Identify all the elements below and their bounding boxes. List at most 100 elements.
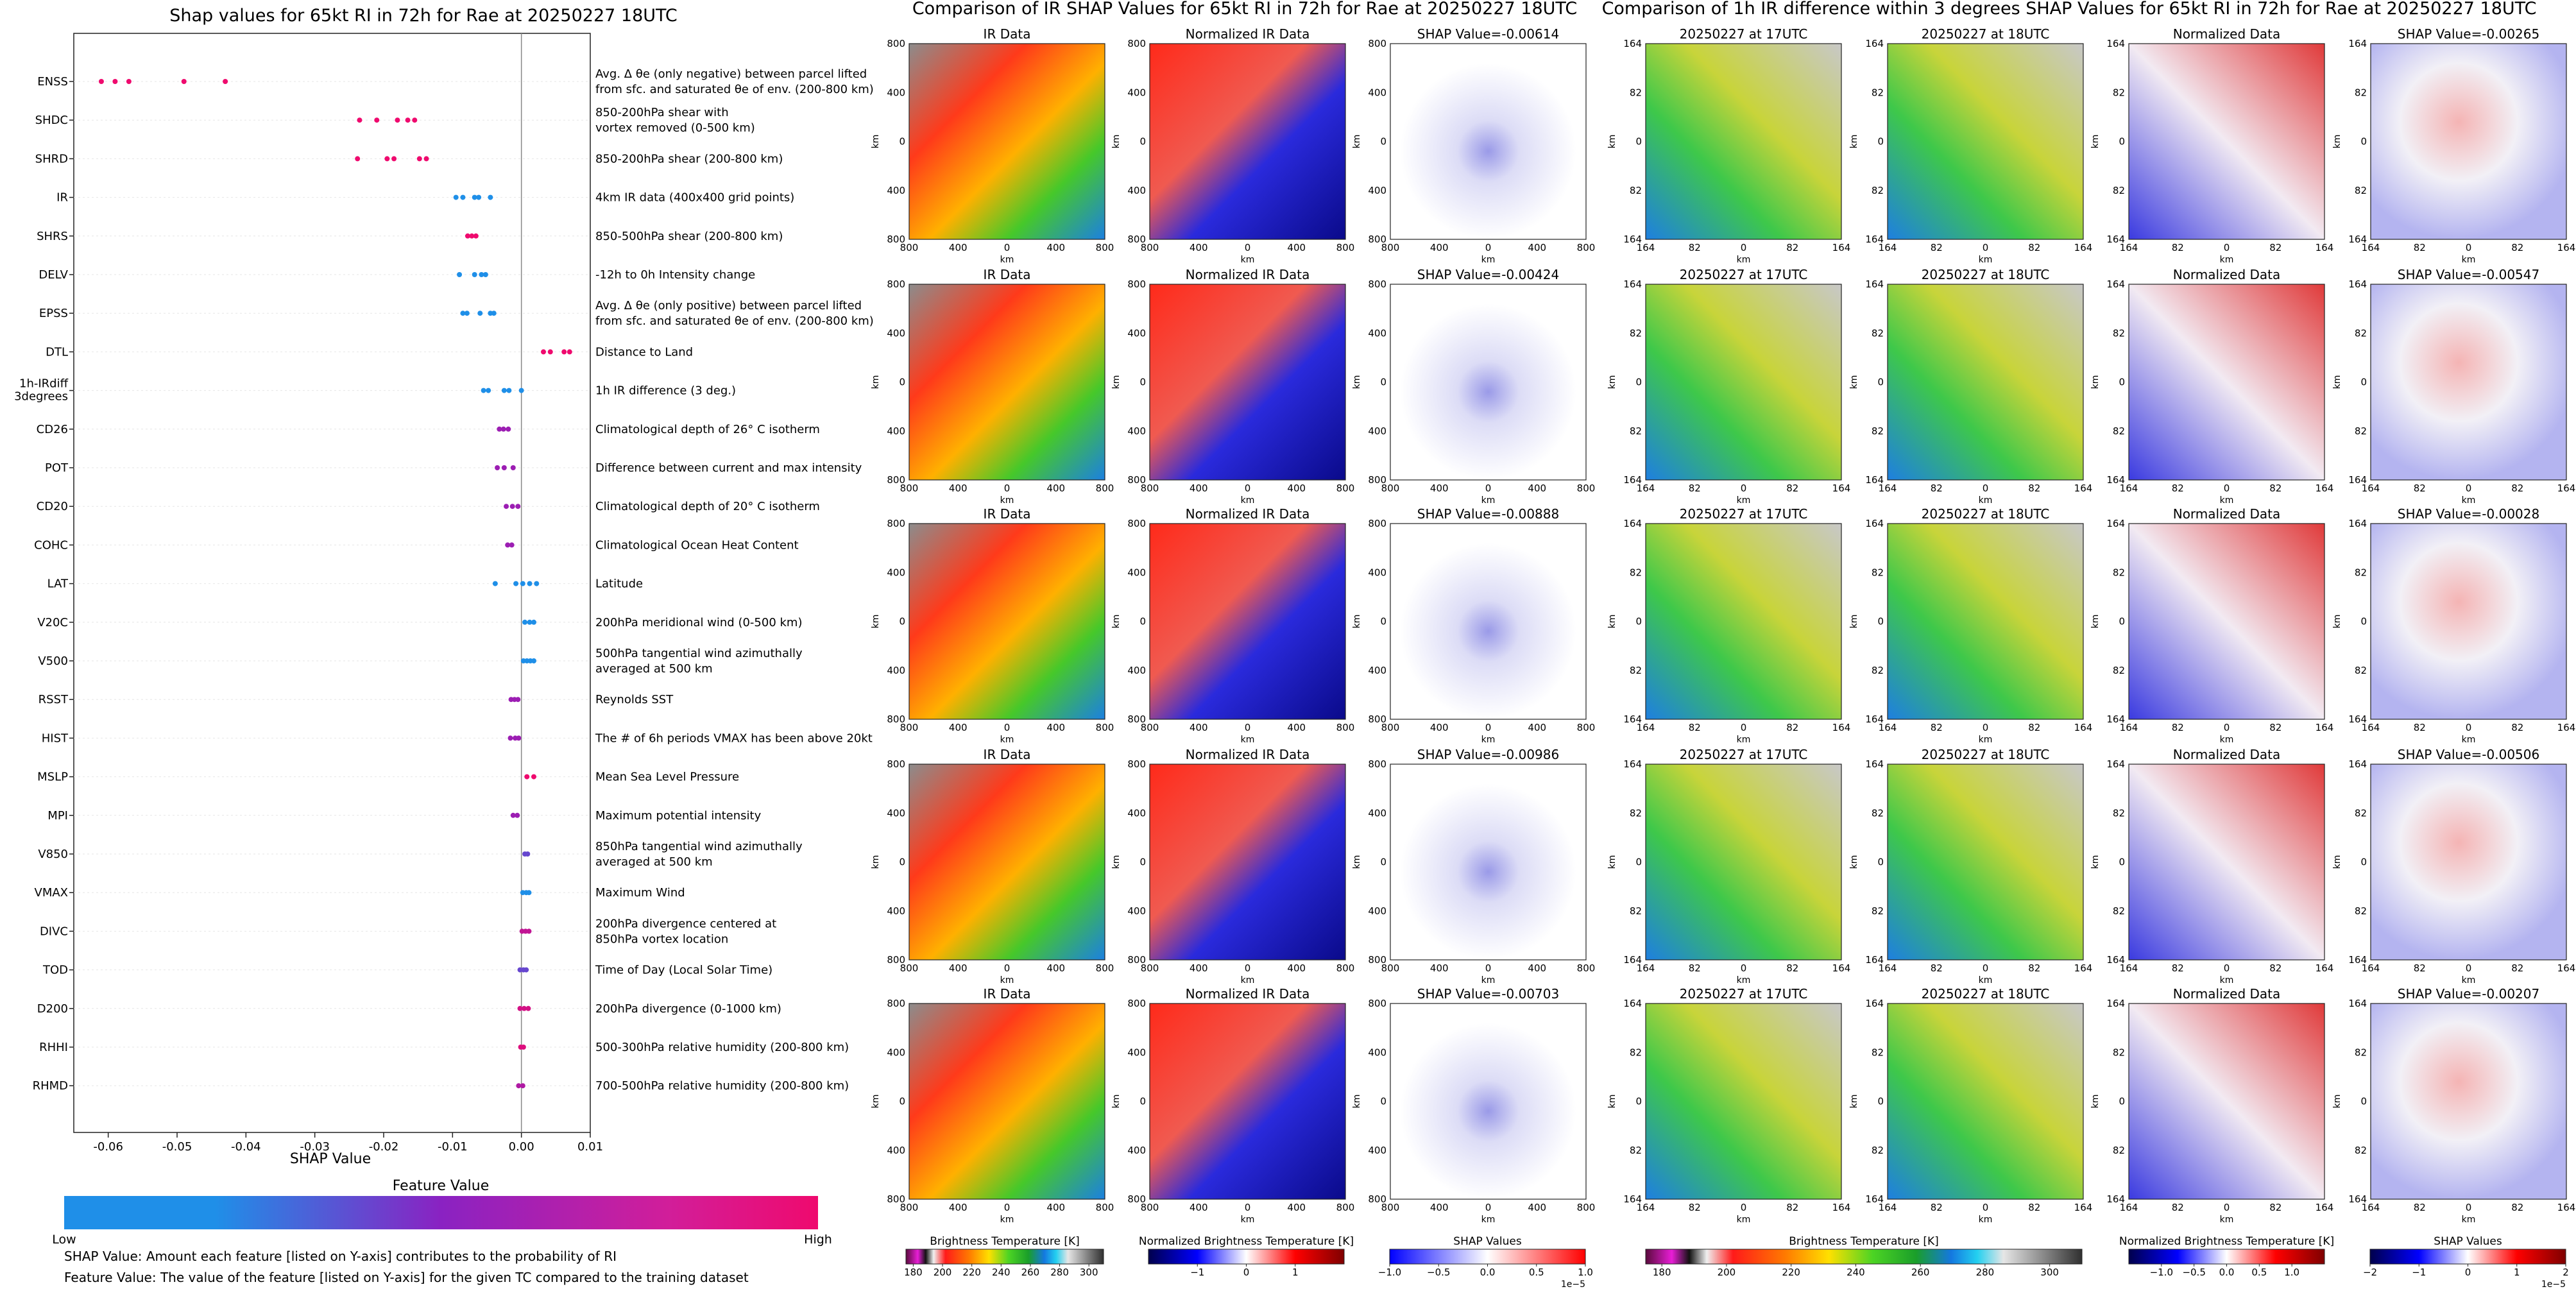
panel-x-tick-label: 400 bbox=[1287, 722, 1306, 733]
panel-title: Normalized IR Data bbox=[1186, 26, 1310, 42]
panel-frame bbox=[1645, 1003, 1842, 1200]
panel-x-axis-label: km bbox=[2462, 975, 2476, 986]
feature-label: 3degrees bbox=[14, 390, 68, 404]
panel-y-tick-label: 400 bbox=[887, 327, 905, 339]
panel-frame bbox=[908, 43, 1105, 240]
heatmap-panel: Normalized Data1641648282008282164164kmk… bbox=[2090, 26, 2333, 265]
panel-x-tick-label: 164 bbox=[2316, 242, 2334, 253]
panel-x-tick-label: 82 bbox=[2172, 962, 2184, 974]
panel-x-tick-label: 800 bbox=[1381, 962, 1400, 974]
panel-x-tick-label: 800 bbox=[1141, 1202, 1159, 1213]
shap-point bbox=[527, 619, 533, 625]
panel-x-tick-label: 400 bbox=[1287, 242, 1306, 253]
heatmap-panel: SHAP Value=-0.00888800800400400004004008… bbox=[1352, 506, 1595, 745]
panel-frame bbox=[1887, 1003, 2084, 1200]
panel-x-tick-label: 0 bbox=[2224, 482, 2230, 494]
panel-x-tick-label: 164 bbox=[2362, 242, 2380, 253]
panel-y-tick-label: 164 bbox=[2348, 998, 2367, 1009]
shap-point bbox=[501, 388, 507, 393]
feature-description: 700-500hPa relative humidity (200-800 km… bbox=[595, 1079, 849, 1093]
panel-y-axis-label: km bbox=[2332, 1095, 2342, 1109]
panel-y-tick-label: 164 bbox=[1623, 518, 1642, 529]
panel-x-tick-label: 400 bbox=[1430, 722, 1449, 733]
panel-image bbox=[2129, 1003, 2324, 1199]
heatmap-panel: Normalized Data1641648282008282164164kmk… bbox=[2090, 986, 2333, 1225]
panel-x-tick-label: 800 bbox=[900, 722, 919, 733]
feature-description: Difference between current and max inten… bbox=[595, 461, 862, 475]
panel-y-tick-label: 0 bbox=[1139, 136, 1146, 148]
panel-colorbars: Brightness Temperature [K]180 200 220 240 26… bbox=[904, 1235, 2569, 1289]
panel-y-tick-label: 400 bbox=[887, 665, 905, 676]
panel-x-tick-label: 800 bbox=[1336, 722, 1355, 733]
shap-point bbox=[547, 349, 553, 355]
panel-title: 20250227 at 18UTC bbox=[1922, 26, 2050, 42]
colorbar-label: Brightness Temperature [K] bbox=[1789, 1235, 1938, 1248]
shap-point bbox=[405, 117, 411, 123]
panel-x-tick-label: 164 bbox=[1637, 242, 1655, 253]
shap-point bbox=[457, 272, 463, 277]
panel-x-tick-label: 800 bbox=[1096, 962, 1114, 974]
panel-title: SHAP Value=-0.00506 bbox=[2398, 747, 2539, 762]
panel-x-tick-label: 0 bbox=[1741, 482, 1747, 494]
panel-x-tick-label: 800 bbox=[1577, 242, 1596, 253]
panel-y-tick-label: 82 bbox=[1630, 567, 1642, 578]
panel-x-tick-label: 164 bbox=[2316, 722, 2334, 733]
panel-y-tick-label: 164 bbox=[1623, 474, 1642, 486]
colorbar-tick-label: −1 bbox=[2412, 1267, 2426, 1278]
feature-description: 850-200hPa shear (200-800 km) bbox=[595, 152, 783, 166]
panel-image bbox=[1390, 524, 1586, 719]
panel-y-tick-label: 800 bbox=[887, 998, 905, 1009]
panel-frame bbox=[2128, 43, 2325, 240]
panel-x-tick-label: 164 bbox=[1637, 482, 1655, 494]
panel-y-tick-label: 0 bbox=[1380, 136, 1386, 148]
feature-description: 1h IR difference (3 deg.) bbox=[595, 384, 736, 398]
panel-x-tick-label: 800 bbox=[1336, 962, 1355, 974]
feature-label: VMAX bbox=[35, 886, 69, 900]
panel-image bbox=[2129, 524, 2324, 719]
shap-points bbox=[98, 79, 572, 1089]
panel-x-tick-label: 800 bbox=[1141, 722, 1159, 733]
panel-x-tick-label: 164 bbox=[2362, 1202, 2380, 1213]
panel-y-tick-label: 400 bbox=[1368, 905, 1386, 917]
panel-x-tick-label: 164 bbox=[2074, 482, 2093, 494]
panel-x-tick-label: 164 bbox=[2120, 962, 2138, 974]
panel-y-tick-label: 800 bbox=[1127, 1193, 1146, 1205]
panel-x-axis-label: km bbox=[1241, 255, 1255, 265]
panel-y-tick-label: 82 bbox=[2355, 567, 2367, 578]
heatmap-panel: SHAP Value=-0.00614800800400400004004008… bbox=[1352, 26, 1595, 265]
panel-y-tick-label: 400 bbox=[887, 807, 905, 819]
panel-y-tick-label: 0 bbox=[1139, 377, 1146, 388]
panel-y-tick-label: 400 bbox=[887, 905, 905, 917]
panel-y-tick-label: 164 bbox=[1865, 474, 1884, 486]
panel-x-tick-label: 164 bbox=[2120, 242, 2138, 253]
panel-frame bbox=[1390, 43, 1587, 240]
panel-x-tick-label: 82 bbox=[1931, 1202, 1943, 1213]
panel-x-tick-label: 82 bbox=[1931, 962, 1943, 974]
panel-frame bbox=[2370, 43, 2567, 240]
panel-y-tick-label: 164 bbox=[1623, 713, 1642, 725]
panel-x-tick-label: 0 bbox=[1485, 482, 1492, 494]
panel-frame bbox=[1645, 523, 1842, 720]
panel-y-tick-label: 400 bbox=[1127, 425, 1146, 437]
panel-y-tick-label: 800 bbox=[1368, 998, 1386, 1009]
panel-y-tick-label: 164 bbox=[1623, 998, 1642, 1009]
panel-y-tick-label: 0 bbox=[1380, 377, 1386, 388]
colorbar-tick-label: −0.5 bbox=[2182, 1267, 2205, 1278]
panel-frame bbox=[908, 523, 1105, 720]
panel-frame bbox=[908, 284, 1105, 481]
colorbar-tick-label: 220 bbox=[1782, 1267, 1800, 1278]
panel-frame bbox=[1887, 43, 2084, 240]
colorbar-label: Normalized Brightness Temperature [K] bbox=[1139, 1235, 1354, 1248]
feature-label: HIST bbox=[42, 731, 69, 745]
panel-x-tick-label: 400 bbox=[1287, 1202, 1306, 1213]
panel-y-tick-label: 0 bbox=[1635, 616, 1642, 627]
panel-y-tick-label: 82 bbox=[1872, 665, 1884, 676]
panel-y-tick-label: 164 bbox=[1865, 518, 1884, 529]
panel-y-tick-label: 0 bbox=[899, 616, 905, 627]
panel-title: Normalized Data bbox=[2173, 267, 2281, 282]
shap-point bbox=[522, 619, 528, 625]
panel-y-tick-label: 164 bbox=[2106, 38, 2125, 49]
panel-x-tick-label: 800 bbox=[1096, 722, 1114, 733]
panel-x-axis-label: km bbox=[2220, 735, 2234, 745]
